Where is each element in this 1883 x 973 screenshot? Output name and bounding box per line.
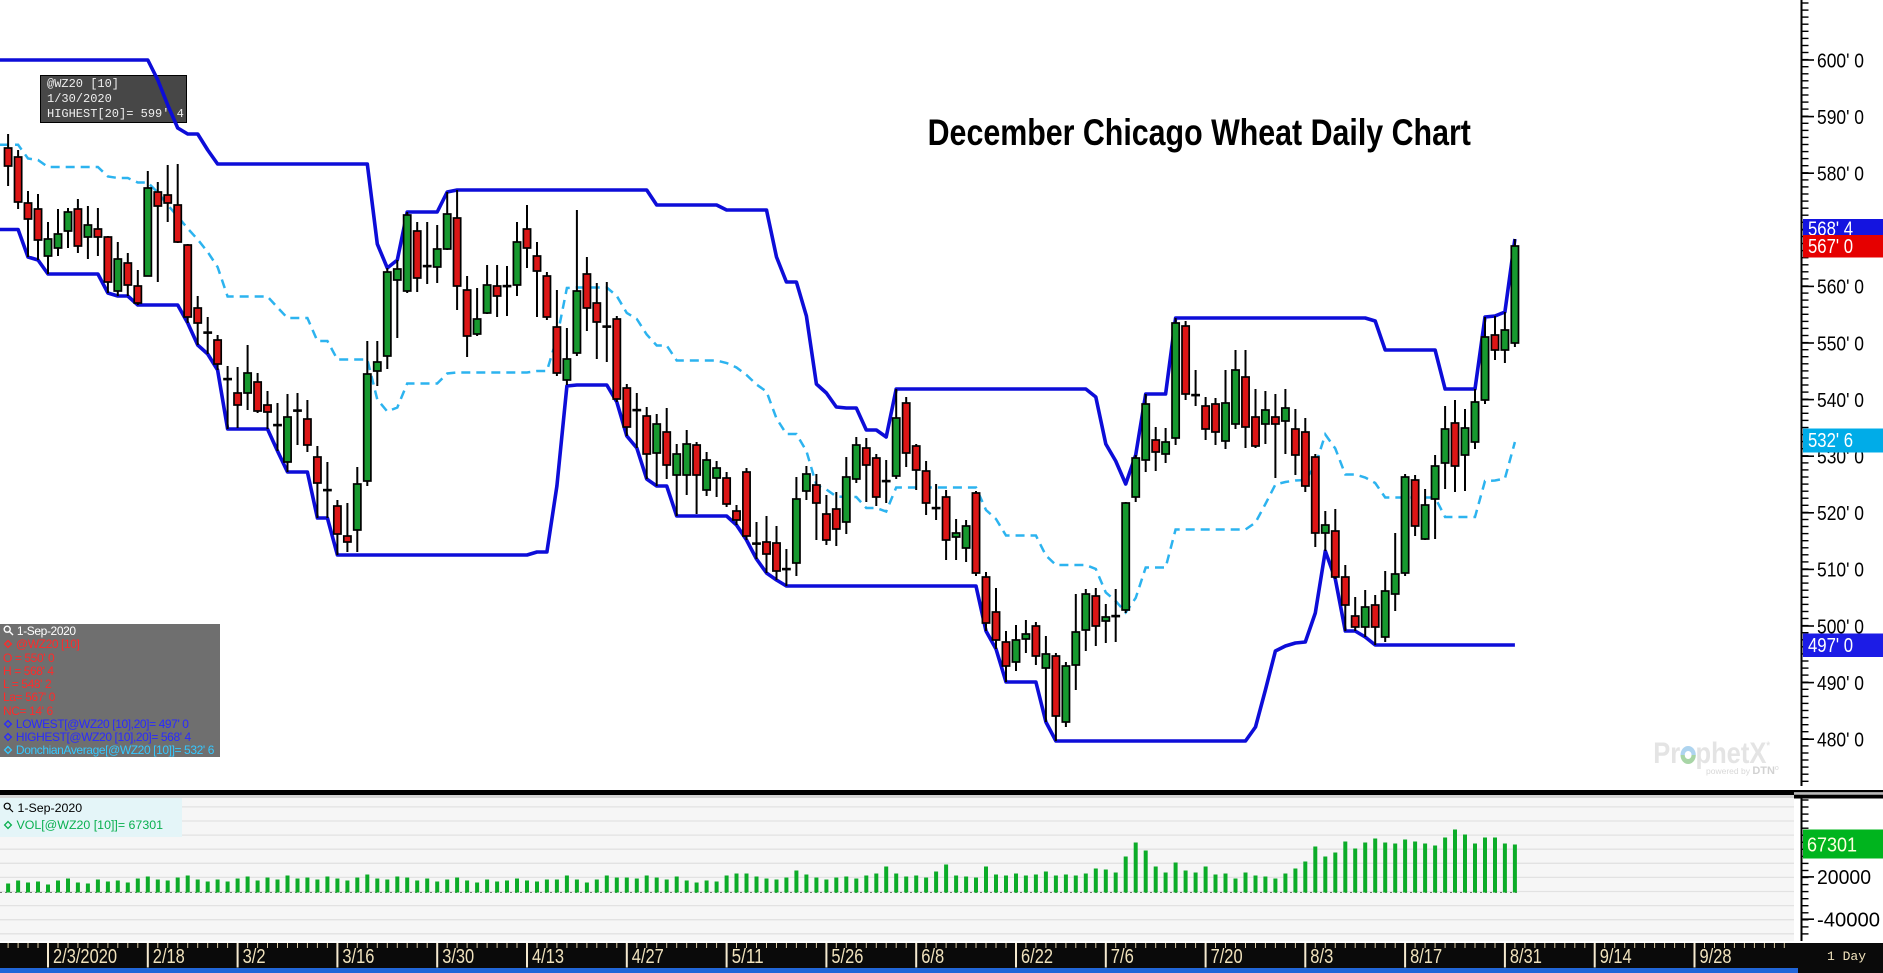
svg-text:532' 6: 532' 6 [1808, 430, 1853, 452]
svg-text:3/16: 3/16 [342, 946, 374, 968]
svg-text:-40000: -40000 [1817, 909, 1880, 932]
svg-text:6/8: 6/8 [921, 946, 944, 968]
svg-text:3/30: 3/30 [442, 946, 474, 968]
svg-text:540' 0: 540' 0 [1817, 389, 1864, 412]
svg-text:20000: 20000 [1817, 866, 1871, 889]
svg-text:567' 0: 567' 0 [1808, 236, 1853, 258]
svg-text:497' 0: 497' 0 [1808, 635, 1853, 657]
svg-text:2/18: 2/18 [153, 946, 185, 968]
svg-text:4/27: 4/27 [632, 946, 664, 968]
svg-text:490' 0: 490' 0 [1817, 672, 1864, 695]
svg-text:2/3/2020: 2/3/2020 [53, 946, 117, 968]
svg-text:9/28: 9/28 [1700, 946, 1732, 968]
svg-text:8/17: 8/17 [1410, 946, 1442, 968]
svg-text:7/6: 7/6 [1111, 946, 1134, 968]
svg-text:7/20: 7/20 [1211, 946, 1243, 968]
svg-text:500' 0: 500' 0 [1817, 615, 1864, 638]
svg-text:5/11: 5/11 [732, 946, 764, 968]
svg-text:8/31: 8/31 [1510, 946, 1542, 968]
svg-text:67301: 67301 [1807, 834, 1857, 857]
svg-text:5/26: 5/26 [831, 946, 863, 968]
svg-text:8/3: 8/3 [1310, 946, 1333, 968]
svg-text:6/22: 6/22 [1021, 946, 1053, 968]
svg-text:510' 0: 510' 0 [1817, 559, 1864, 582]
svg-text:560' 0: 560' 0 [1817, 276, 1864, 299]
svg-text:590' 0: 590' 0 [1817, 106, 1864, 129]
svg-text:9/14: 9/14 [1600, 946, 1632, 968]
svg-text:600' 0: 600' 0 [1817, 49, 1864, 72]
svg-text:3/2: 3/2 [243, 946, 266, 968]
svg-text:4/13: 4/13 [532, 946, 564, 968]
svg-text:520' 0: 520' 0 [1817, 502, 1864, 525]
svg-text:550' 0: 550' 0 [1817, 332, 1864, 355]
svg-text:580' 0: 580' 0 [1817, 163, 1864, 186]
svg-text:480' 0: 480' 0 [1817, 729, 1864, 752]
